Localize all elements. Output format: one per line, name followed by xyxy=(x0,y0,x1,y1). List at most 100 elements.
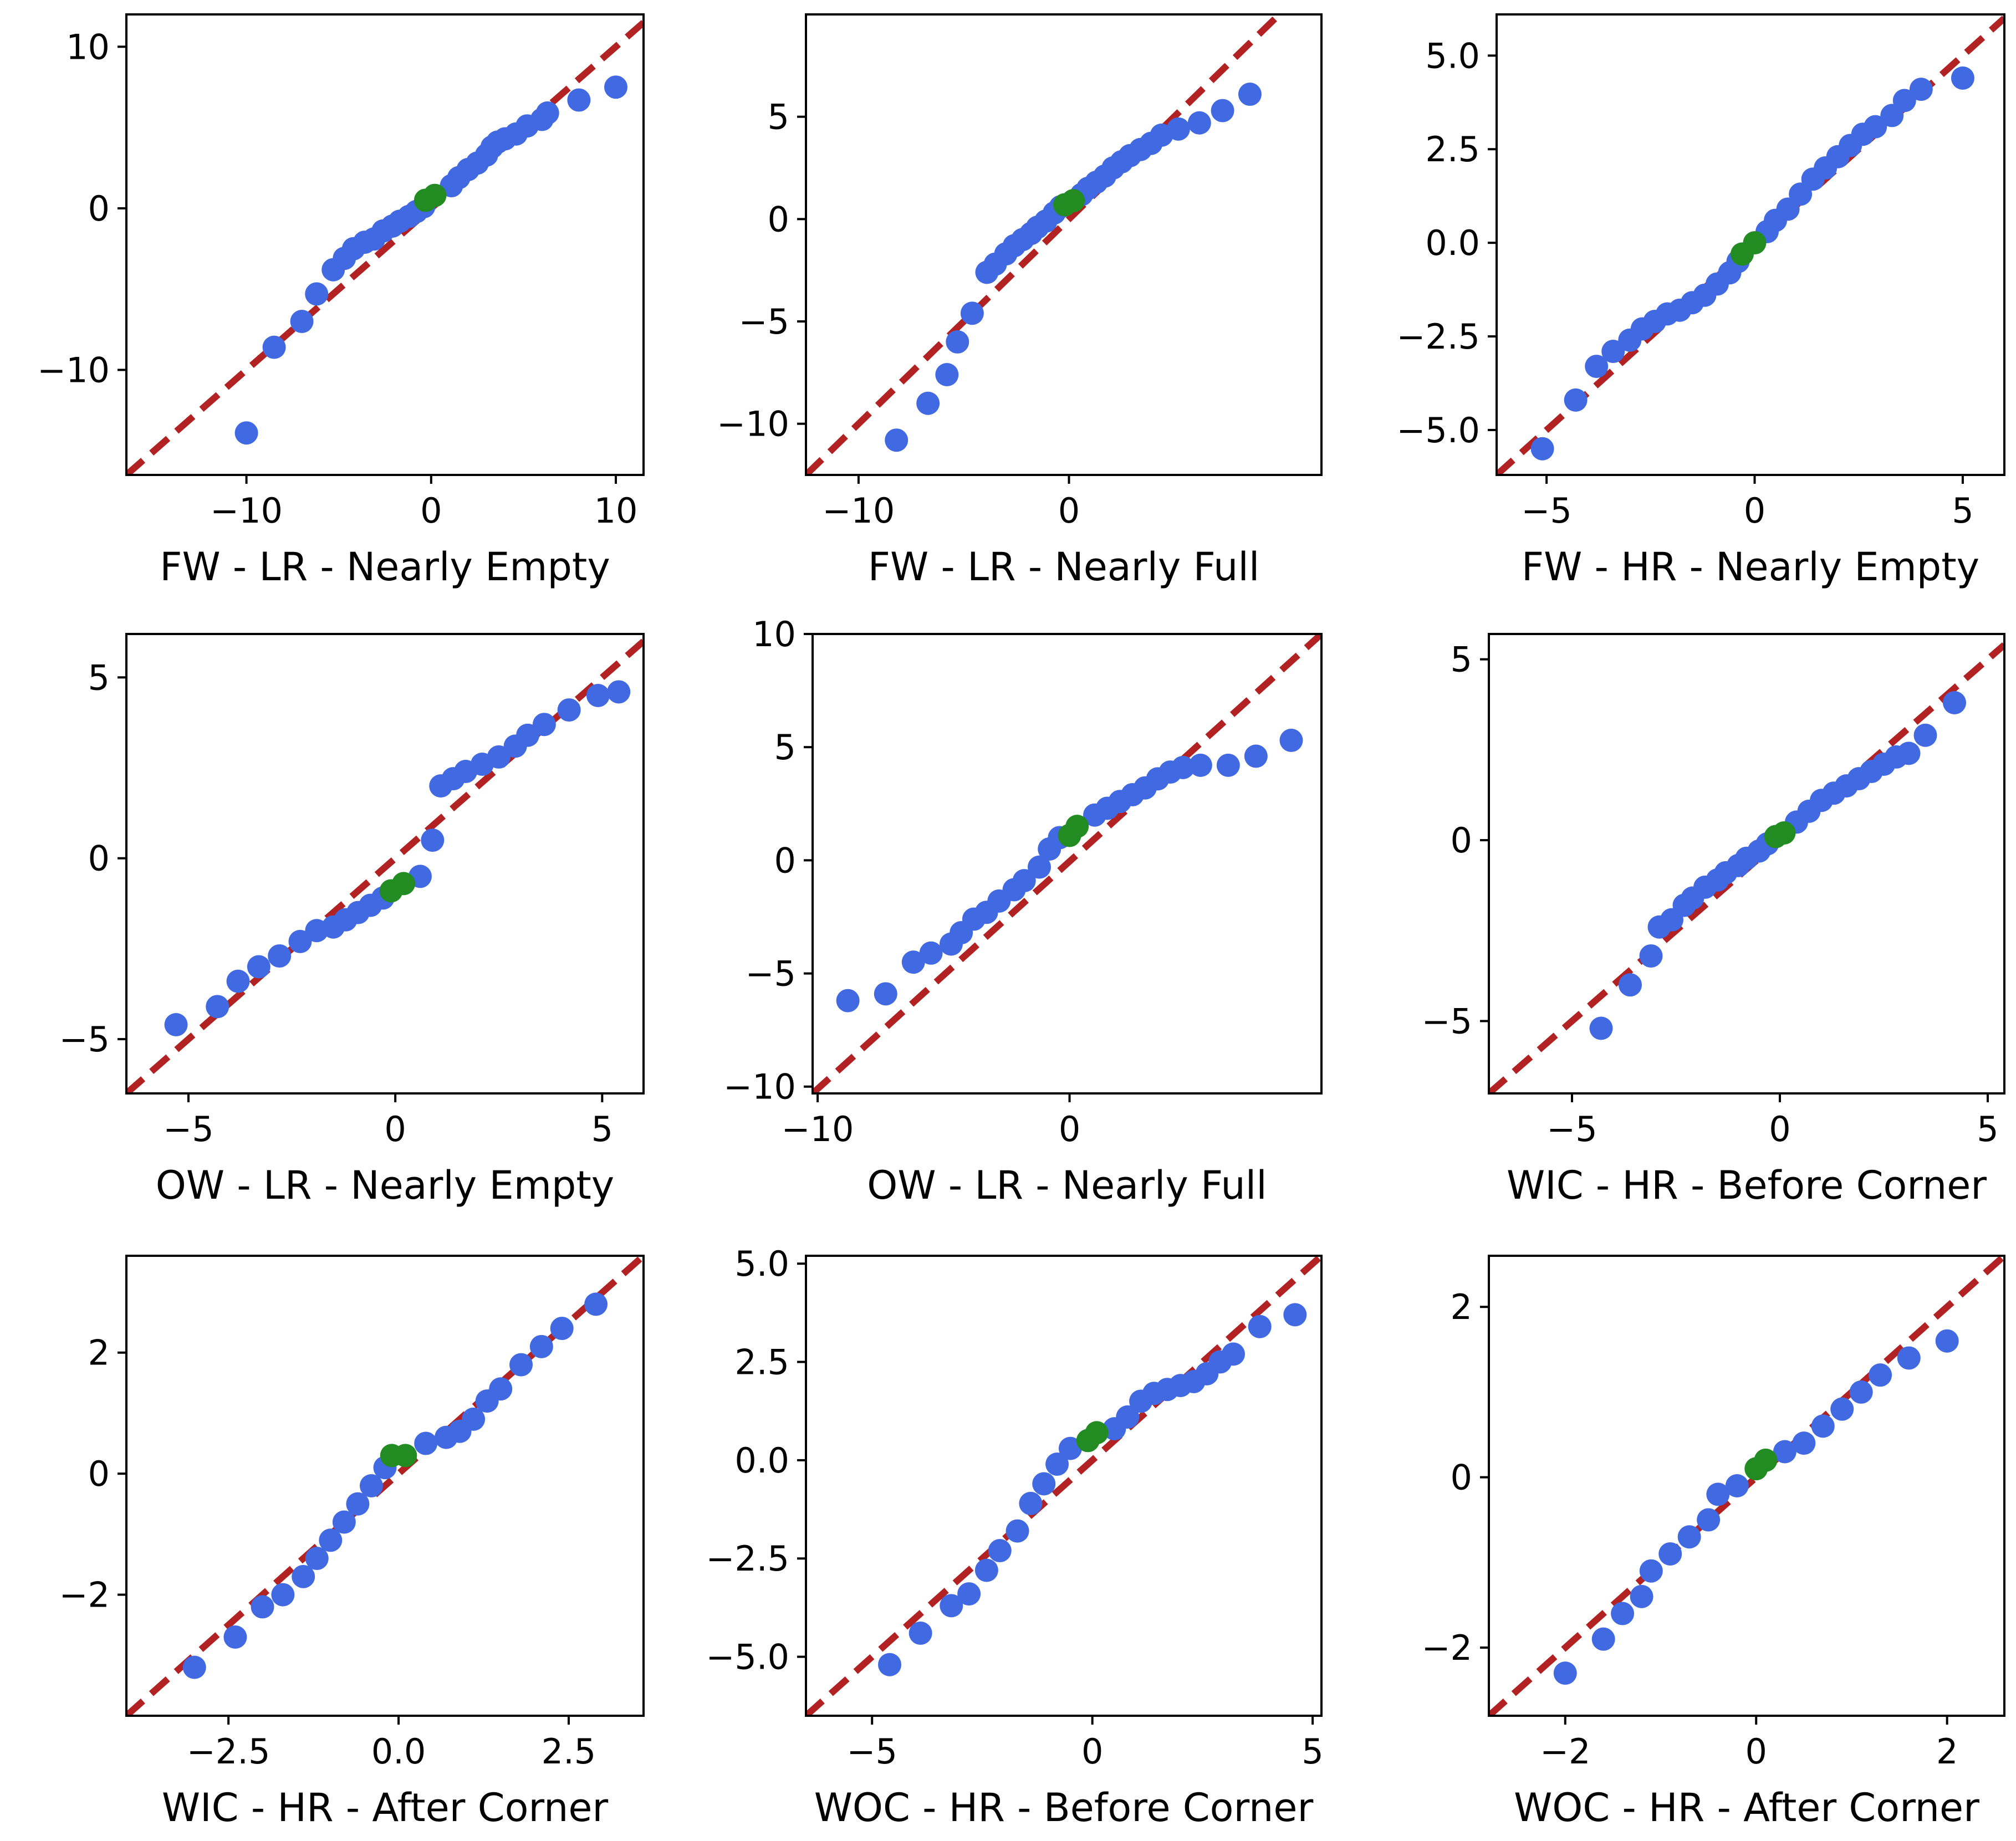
y-tick-label: 2.5 xyxy=(734,1342,789,1383)
y-tick-label: −2 xyxy=(59,1575,110,1615)
center-point xyxy=(1772,821,1796,845)
data-point xyxy=(1864,115,1887,139)
y-tick-label: −5 xyxy=(1422,1001,1472,1041)
data-point xyxy=(516,723,540,747)
data-point xyxy=(1530,437,1554,461)
data-point xyxy=(1045,1452,1069,1476)
panel-7: −2.5 0.0 2.5 −2 0 2 WIC - HR - After Corner xyxy=(59,1255,645,1830)
y-tick-label: −5 xyxy=(59,1019,110,1060)
axes-frame xyxy=(805,13,1323,476)
data-point xyxy=(1951,66,1974,90)
y-tick-label: 0 xyxy=(768,199,789,239)
data-point xyxy=(567,88,591,112)
data-point xyxy=(974,1558,998,1582)
reference-line xyxy=(126,638,644,1093)
x-tick-label: 0.0 xyxy=(371,1731,426,1772)
data-point xyxy=(885,428,909,452)
x-tick-label: −5 xyxy=(163,1109,213,1149)
data-point xyxy=(1032,1472,1056,1496)
data-point xyxy=(305,1547,329,1571)
data-point xyxy=(1585,355,1609,379)
data-point xyxy=(1773,1440,1796,1464)
y-tick-label: 5.0 xyxy=(1425,35,1480,76)
data-point xyxy=(305,282,329,306)
data-point xyxy=(487,745,511,769)
y-tick-label: 5.0 xyxy=(734,1244,789,1284)
x-axis-label: OW - LR - Nearly Full xyxy=(867,1163,1267,1208)
data-point xyxy=(1897,741,1921,765)
x-tick-label: 0 xyxy=(420,490,442,531)
data-point xyxy=(1589,1016,1613,1040)
y-tick-label: 5 xyxy=(768,97,789,137)
y-tick-label: −2 xyxy=(1422,1628,1472,1668)
center-point xyxy=(392,872,416,896)
data-point xyxy=(529,1334,553,1358)
axes-frame xyxy=(125,1255,645,1717)
data-point xyxy=(251,1595,274,1619)
data-point xyxy=(960,301,984,325)
data-point xyxy=(532,713,556,737)
y-tick-label: 0 xyxy=(88,838,110,879)
data-point xyxy=(1639,1559,1663,1583)
x-tick-label: 5 xyxy=(1302,1731,1323,1772)
panel-3: −5 0 5 −5.0 −2.5 0.0 2.5 5.0 FW - HR - Nearly Em… xyxy=(1396,13,2005,590)
x-axis-label: FW - LR - Nearly Full xyxy=(868,544,1260,590)
center-point xyxy=(1065,815,1089,838)
x-tick-label: 0 xyxy=(1081,1731,1103,1772)
data-point xyxy=(509,1353,533,1377)
data-point xyxy=(206,995,229,1019)
x-axis-label: WOC - HR - After Corner xyxy=(1514,1785,1979,1830)
axes-frame xyxy=(1488,1255,2005,1717)
data-point xyxy=(1909,78,1933,101)
y-tick-label: 5 xyxy=(1451,640,1472,680)
panel-6: −5 0 5 −5 0 5 WIC - HR - Before Corner xyxy=(1422,633,2005,1208)
data-point xyxy=(901,950,925,974)
data-point xyxy=(1244,744,1268,768)
plot-area xyxy=(806,1256,1321,1716)
x-axis-label: WIC - HR - Before Corner xyxy=(1507,1163,1987,1208)
y-tick-label: −5.0 xyxy=(706,1637,789,1678)
plot-area xyxy=(1497,16,2004,475)
data-point xyxy=(226,969,250,993)
data-point xyxy=(1006,1519,1029,1543)
data-point xyxy=(288,929,312,953)
data-point xyxy=(1943,691,1966,715)
data-point xyxy=(1188,753,1212,777)
x-tick-label: −2.5 xyxy=(187,1731,270,1772)
x-tick-label: 5 xyxy=(1952,490,1973,531)
data-point xyxy=(1897,1346,1921,1370)
y-tick-label: 0.0 xyxy=(734,1440,789,1481)
y-tick-label: −10 xyxy=(723,1067,796,1107)
y-tick-label: −5 xyxy=(739,301,789,342)
data-point xyxy=(1211,99,1234,122)
data-point xyxy=(957,1582,981,1606)
x-tick-label: 2 xyxy=(1936,1731,1958,1772)
center-point xyxy=(1085,1421,1109,1445)
data-point xyxy=(1639,944,1663,968)
data-point xyxy=(1028,855,1052,879)
data-point xyxy=(874,982,897,1006)
data-point xyxy=(1238,83,1262,106)
data-point xyxy=(607,680,631,704)
data-point xyxy=(1564,388,1588,412)
data-point xyxy=(247,955,270,979)
x-tick-label: 0 xyxy=(1744,490,1765,531)
y-tick-label: 5 xyxy=(774,727,796,768)
center-point xyxy=(1754,1448,1778,1472)
data-point xyxy=(1019,1491,1043,1515)
axes-frame xyxy=(125,633,645,1095)
plot-area xyxy=(806,14,1284,475)
data-point xyxy=(550,1317,574,1341)
data-point xyxy=(234,421,258,445)
x-tick-label: −5 xyxy=(1547,1109,1597,1149)
x-tick-label: 0 xyxy=(1059,1109,1080,1149)
x-tick-label: −10 xyxy=(822,490,895,531)
data-point xyxy=(1187,111,1211,135)
y-tick-label: 0 xyxy=(1451,820,1472,861)
data-point xyxy=(268,944,292,968)
plot-area xyxy=(1489,642,2004,1093)
data-point xyxy=(414,1431,438,1455)
data-point xyxy=(584,1292,608,1316)
data-point xyxy=(346,1492,370,1516)
